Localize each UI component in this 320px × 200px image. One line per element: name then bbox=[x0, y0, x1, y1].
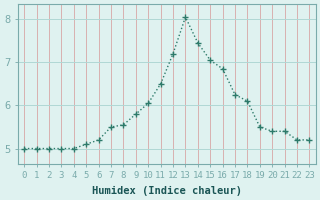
X-axis label: Humidex (Indice chaleur): Humidex (Indice chaleur) bbox=[92, 186, 242, 196]
